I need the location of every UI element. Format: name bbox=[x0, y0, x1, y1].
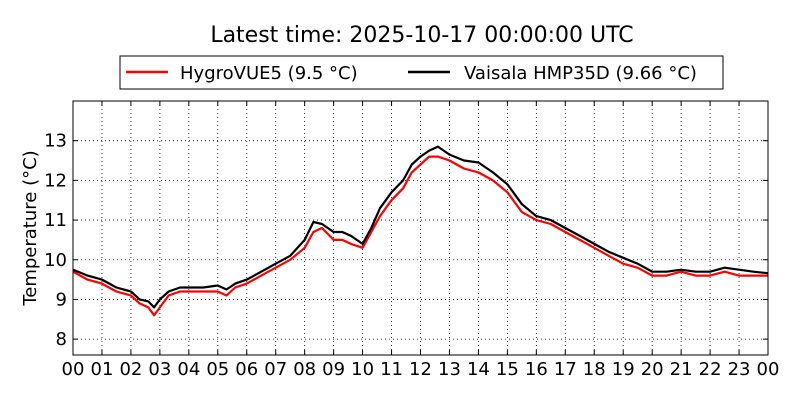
x-tick-label: 09 bbox=[322, 359, 345, 380]
x-tick-label: 10 bbox=[351, 359, 374, 380]
x-tick-label: 03 bbox=[148, 359, 171, 380]
x-tick-label: 22 bbox=[699, 359, 722, 380]
y-tick-label: 11 bbox=[44, 210, 67, 231]
x-tick-label: 06 bbox=[235, 359, 258, 380]
grid bbox=[73, 101, 768, 355]
x-tick-label: 04 bbox=[177, 359, 200, 380]
x-tick-label: 11 bbox=[380, 359, 403, 380]
legend-label-vaisala: Vaisala HMP35D (9.66 °C) bbox=[464, 63, 697, 84]
y-tick-label: 12 bbox=[44, 170, 67, 191]
x-tick-label: 23 bbox=[728, 359, 751, 380]
x-tick-label: 16 bbox=[525, 359, 548, 380]
legend-label-hygrovue5: HygroVUE5 (9.5 °C) bbox=[180, 63, 358, 84]
y-axis: 8 9 10 11 12 13 bbox=[44, 131, 768, 350]
x-tick-label: 21 bbox=[670, 359, 693, 380]
y-tick-label: 9 bbox=[56, 289, 67, 310]
x-tick-label: 17 bbox=[554, 359, 577, 380]
x-axis: 00 01 02 03 04 05 06 07 08 09 10 11 12 13 14 15 16 17 18 19… bbox=[62, 101, 780, 380]
x-tick-label: 00 bbox=[62, 359, 85, 380]
legend: HygroVUE5 (9.5 °C) Vaisala HMP35D (9.66 … bbox=[119, 55, 724, 90]
chart-title: Latest time: 2025-10-17 00:00:00 UTC bbox=[210, 23, 633, 48]
plot-frame bbox=[72, 100, 769, 356]
x-tick-label: 18 bbox=[583, 359, 606, 380]
x-tick-label: 13 bbox=[438, 359, 461, 380]
x-tick-label: 14 bbox=[467, 359, 490, 380]
x-tick-label: 01 bbox=[91, 359, 114, 380]
y-tick-label: 10 bbox=[44, 250, 67, 271]
series-line-vaisala bbox=[72, 145, 769, 309]
y-axis-label: Temperature (°C) bbox=[20, 150, 41, 306]
x-tick-label: 05 bbox=[206, 359, 229, 380]
x-tick-label: 02 bbox=[119, 359, 142, 380]
series-line-hygrovue5 bbox=[72, 155, 768, 317]
x-tick-label: 15 bbox=[496, 359, 519, 380]
y-tick-label: 13 bbox=[44, 131, 67, 152]
x-tick-label: 20 bbox=[641, 359, 664, 380]
x-tick-label: 08 bbox=[293, 359, 316, 380]
x-tick-label: 19 bbox=[612, 359, 635, 380]
x-tick-label: 07 bbox=[264, 359, 287, 380]
x-tick-label: 00 bbox=[757, 359, 780, 380]
x-tick-label: 12 bbox=[409, 359, 432, 380]
y-tick-label: 8 bbox=[56, 329, 67, 350]
series-group bbox=[72, 145, 769, 317]
